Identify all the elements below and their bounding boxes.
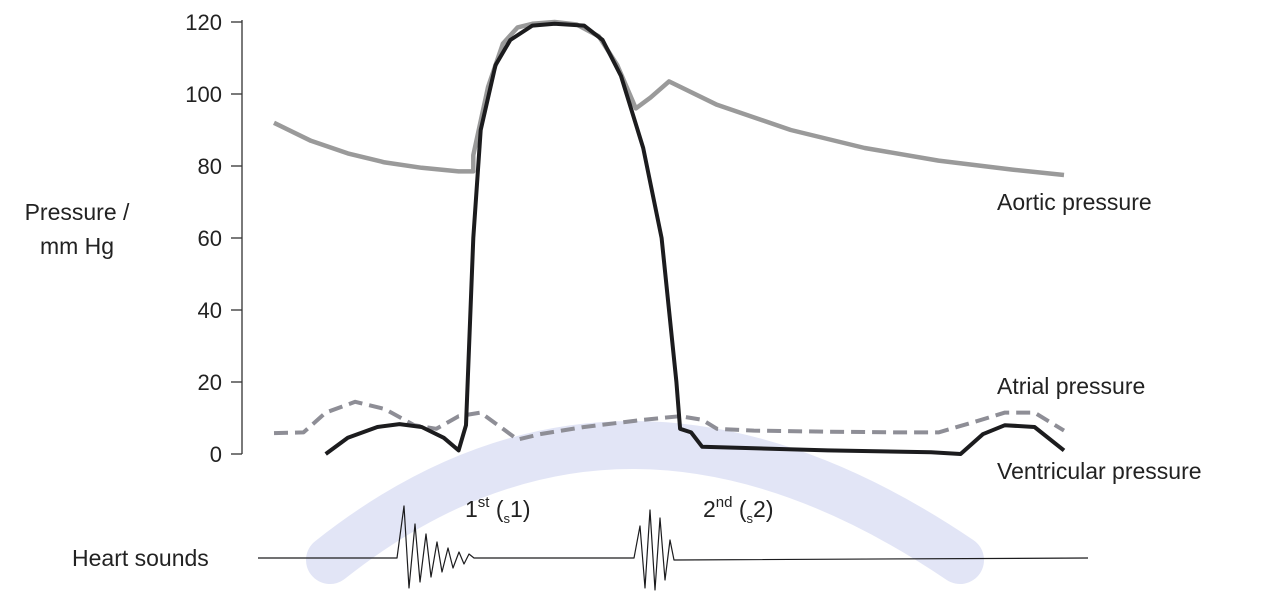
y-axis-label-line-2: mm Hg — [40, 233, 114, 259]
first-heart-sound-label: 1st (s1) — [465, 494, 531, 526]
y-tick-label-0: 0 — [210, 442, 222, 467]
heart-sounds-label: Heart sounds — [72, 545, 209, 571]
y-tick-label-80: 80 — [198, 154, 222, 179]
heart-sounds-trace — [258, 505, 1089, 591]
y-tick-label-20: 20 — [198, 370, 222, 395]
heart-sounds-line — [258, 505, 1089, 591]
series-label-ventricular-pressure: Ventricular pressure — [997, 458, 1202, 484]
second-heart-sound-label: 2nd (s2) — [703, 494, 774, 526]
series-label-aortic-pressure: Aortic pressure — [997, 189, 1152, 215]
series-line-atrial-pressure — [273, 399, 1066, 442]
y-tick-label-60: 60 — [198, 226, 222, 251]
y-axis-label-line-1: Pressure / — [25, 199, 130, 225]
y-tick-label-40: 40 — [198, 298, 222, 323]
series-line-ventricular-pressure — [324, 21, 1066, 456]
y-tick-label-100: 100 — [185, 82, 222, 107]
series-label-atrial-pressure: Atrial pressure — [997, 373, 1145, 399]
watermark — [306, 421, 984, 584]
y-axis: 0 20 40 60 80 100 120 — [185, 10, 243, 467]
series-line-aortic-pressure — [273, 19, 1065, 178]
y-tick-label-120: 120 — [185, 10, 222, 35]
